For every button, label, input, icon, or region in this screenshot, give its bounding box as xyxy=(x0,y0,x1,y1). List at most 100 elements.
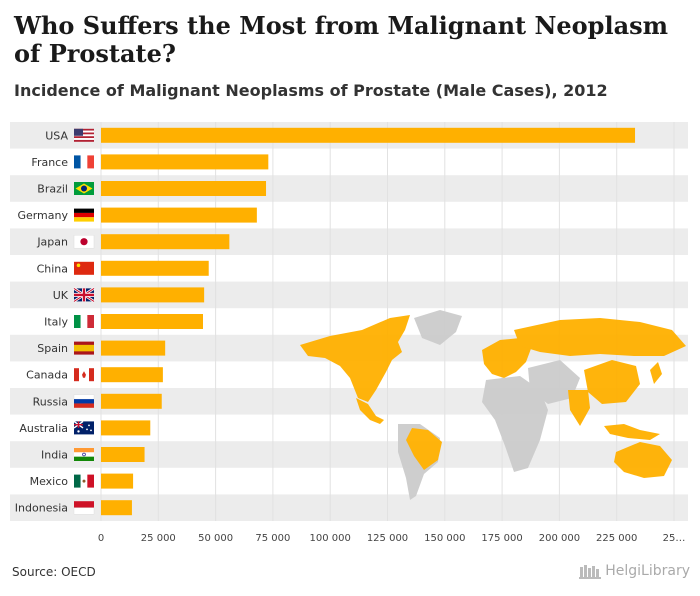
flag-part xyxy=(74,130,94,133)
flag-part xyxy=(74,134,94,137)
category-label: Canada xyxy=(26,369,68,382)
map-australia xyxy=(614,442,672,478)
map-europe xyxy=(482,338,532,378)
france-flag xyxy=(74,155,94,169)
flag-part xyxy=(90,429,92,432)
japan-flag xyxy=(73,234,95,249)
map-china xyxy=(584,360,640,404)
x-axis: 0 25 000 50 000 75 000 100 000 125 000 150 000… xyxy=(98,533,686,544)
flag-part xyxy=(74,403,94,408)
brand-name: HelgiLibrary xyxy=(605,563,690,579)
flag-part xyxy=(74,132,94,135)
flag-part xyxy=(74,399,94,404)
category-label: Brazil xyxy=(37,183,68,196)
flag-part xyxy=(74,474,81,488)
bar-indonesia xyxy=(101,500,132,516)
russia-flag xyxy=(73,394,95,408)
x-tick-label: 150 000 xyxy=(424,533,465,544)
bar-usa xyxy=(101,127,636,143)
bars xyxy=(101,127,636,516)
flag-part xyxy=(82,452,86,457)
map-indonesia xyxy=(604,424,660,440)
bar-uk xyxy=(101,287,205,303)
mexico-flag xyxy=(74,474,94,488)
italy-flag xyxy=(74,315,94,328)
bar-japan xyxy=(101,234,230,250)
map-north-america xyxy=(300,315,410,402)
bar-mexico xyxy=(101,473,134,489)
flag-part xyxy=(74,344,94,352)
map-japan xyxy=(650,362,662,384)
category-label: Russia xyxy=(33,395,68,408)
brand-logo[interactable]: HelgiLibrary xyxy=(579,563,690,579)
bar-brazil xyxy=(101,181,267,196)
x-tick-label: 100 000 xyxy=(310,533,351,544)
flags xyxy=(73,128,95,515)
flag-part xyxy=(74,139,94,142)
flag-part xyxy=(80,155,88,169)
flag-part xyxy=(74,212,94,218)
flag-part xyxy=(80,238,88,246)
category-label: France xyxy=(31,156,68,169)
category-label: Spain xyxy=(37,342,68,355)
germany-flag xyxy=(74,208,94,222)
source-note: Source: OECD xyxy=(12,565,96,579)
x-tick-label: 0 xyxy=(98,533,104,544)
flag-part xyxy=(74,452,94,457)
map-africa xyxy=(482,376,548,472)
x-tick-label: 200 000 xyxy=(539,533,580,544)
map-greenland xyxy=(414,310,462,345)
uk-flag xyxy=(73,287,95,303)
x-tick-label: 75 000 xyxy=(255,533,290,544)
category-label: Germany xyxy=(17,209,68,222)
category-label: Australia xyxy=(19,422,68,435)
category-label: India xyxy=(41,449,68,462)
bar-china xyxy=(101,260,209,276)
bar-france xyxy=(101,154,269,170)
flag-part xyxy=(87,315,94,328)
bar-india xyxy=(101,447,145,462)
category-label: Mexico xyxy=(30,475,69,488)
flag-part xyxy=(73,394,95,400)
x-tick-label: 25… xyxy=(663,533,686,544)
flag-part xyxy=(77,430,80,433)
category-label: USA xyxy=(45,129,68,142)
flag-part xyxy=(89,368,94,382)
category-label: Indonesia xyxy=(15,502,68,515)
x-tick-label: 25 000 xyxy=(141,533,176,544)
bar-canada xyxy=(101,367,163,383)
map-russia xyxy=(514,318,686,356)
flag-part xyxy=(81,185,87,192)
chart-title: Who Suffers the Most from Malignant Neop… xyxy=(14,11,669,68)
flag-part xyxy=(82,479,86,483)
flag-part xyxy=(74,501,94,508)
flag-part xyxy=(77,421,80,428)
map-india xyxy=(568,390,590,426)
bar-australia xyxy=(101,420,151,436)
flag-part xyxy=(74,138,94,140)
x-tick-label: 225 000 xyxy=(596,533,637,544)
flag-part xyxy=(73,507,95,515)
category-label: UK xyxy=(53,289,69,302)
category-label: Italy xyxy=(44,316,68,329)
indonesia-flag xyxy=(73,501,95,515)
brazil-flag xyxy=(74,182,94,195)
bar-russia xyxy=(101,393,162,409)
flag-part xyxy=(88,424,90,427)
flag-part xyxy=(80,315,88,328)
flag-part xyxy=(74,368,79,382)
map-mexico xyxy=(356,398,384,424)
x-tick-label: 175 000 xyxy=(481,533,522,544)
bar-italy xyxy=(101,314,203,329)
flag-part xyxy=(74,217,94,222)
bar-spain xyxy=(101,340,166,356)
flag-part xyxy=(82,371,86,378)
flag-part xyxy=(74,208,94,213)
china-flag xyxy=(74,261,94,275)
flag-part xyxy=(82,288,86,302)
map-middle-east xyxy=(528,360,580,404)
australia-flag xyxy=(73,420,94,435)
canada-flag xyxy=(74,368,94,382)
bar-germany xyxy=(101,207,257,223)
